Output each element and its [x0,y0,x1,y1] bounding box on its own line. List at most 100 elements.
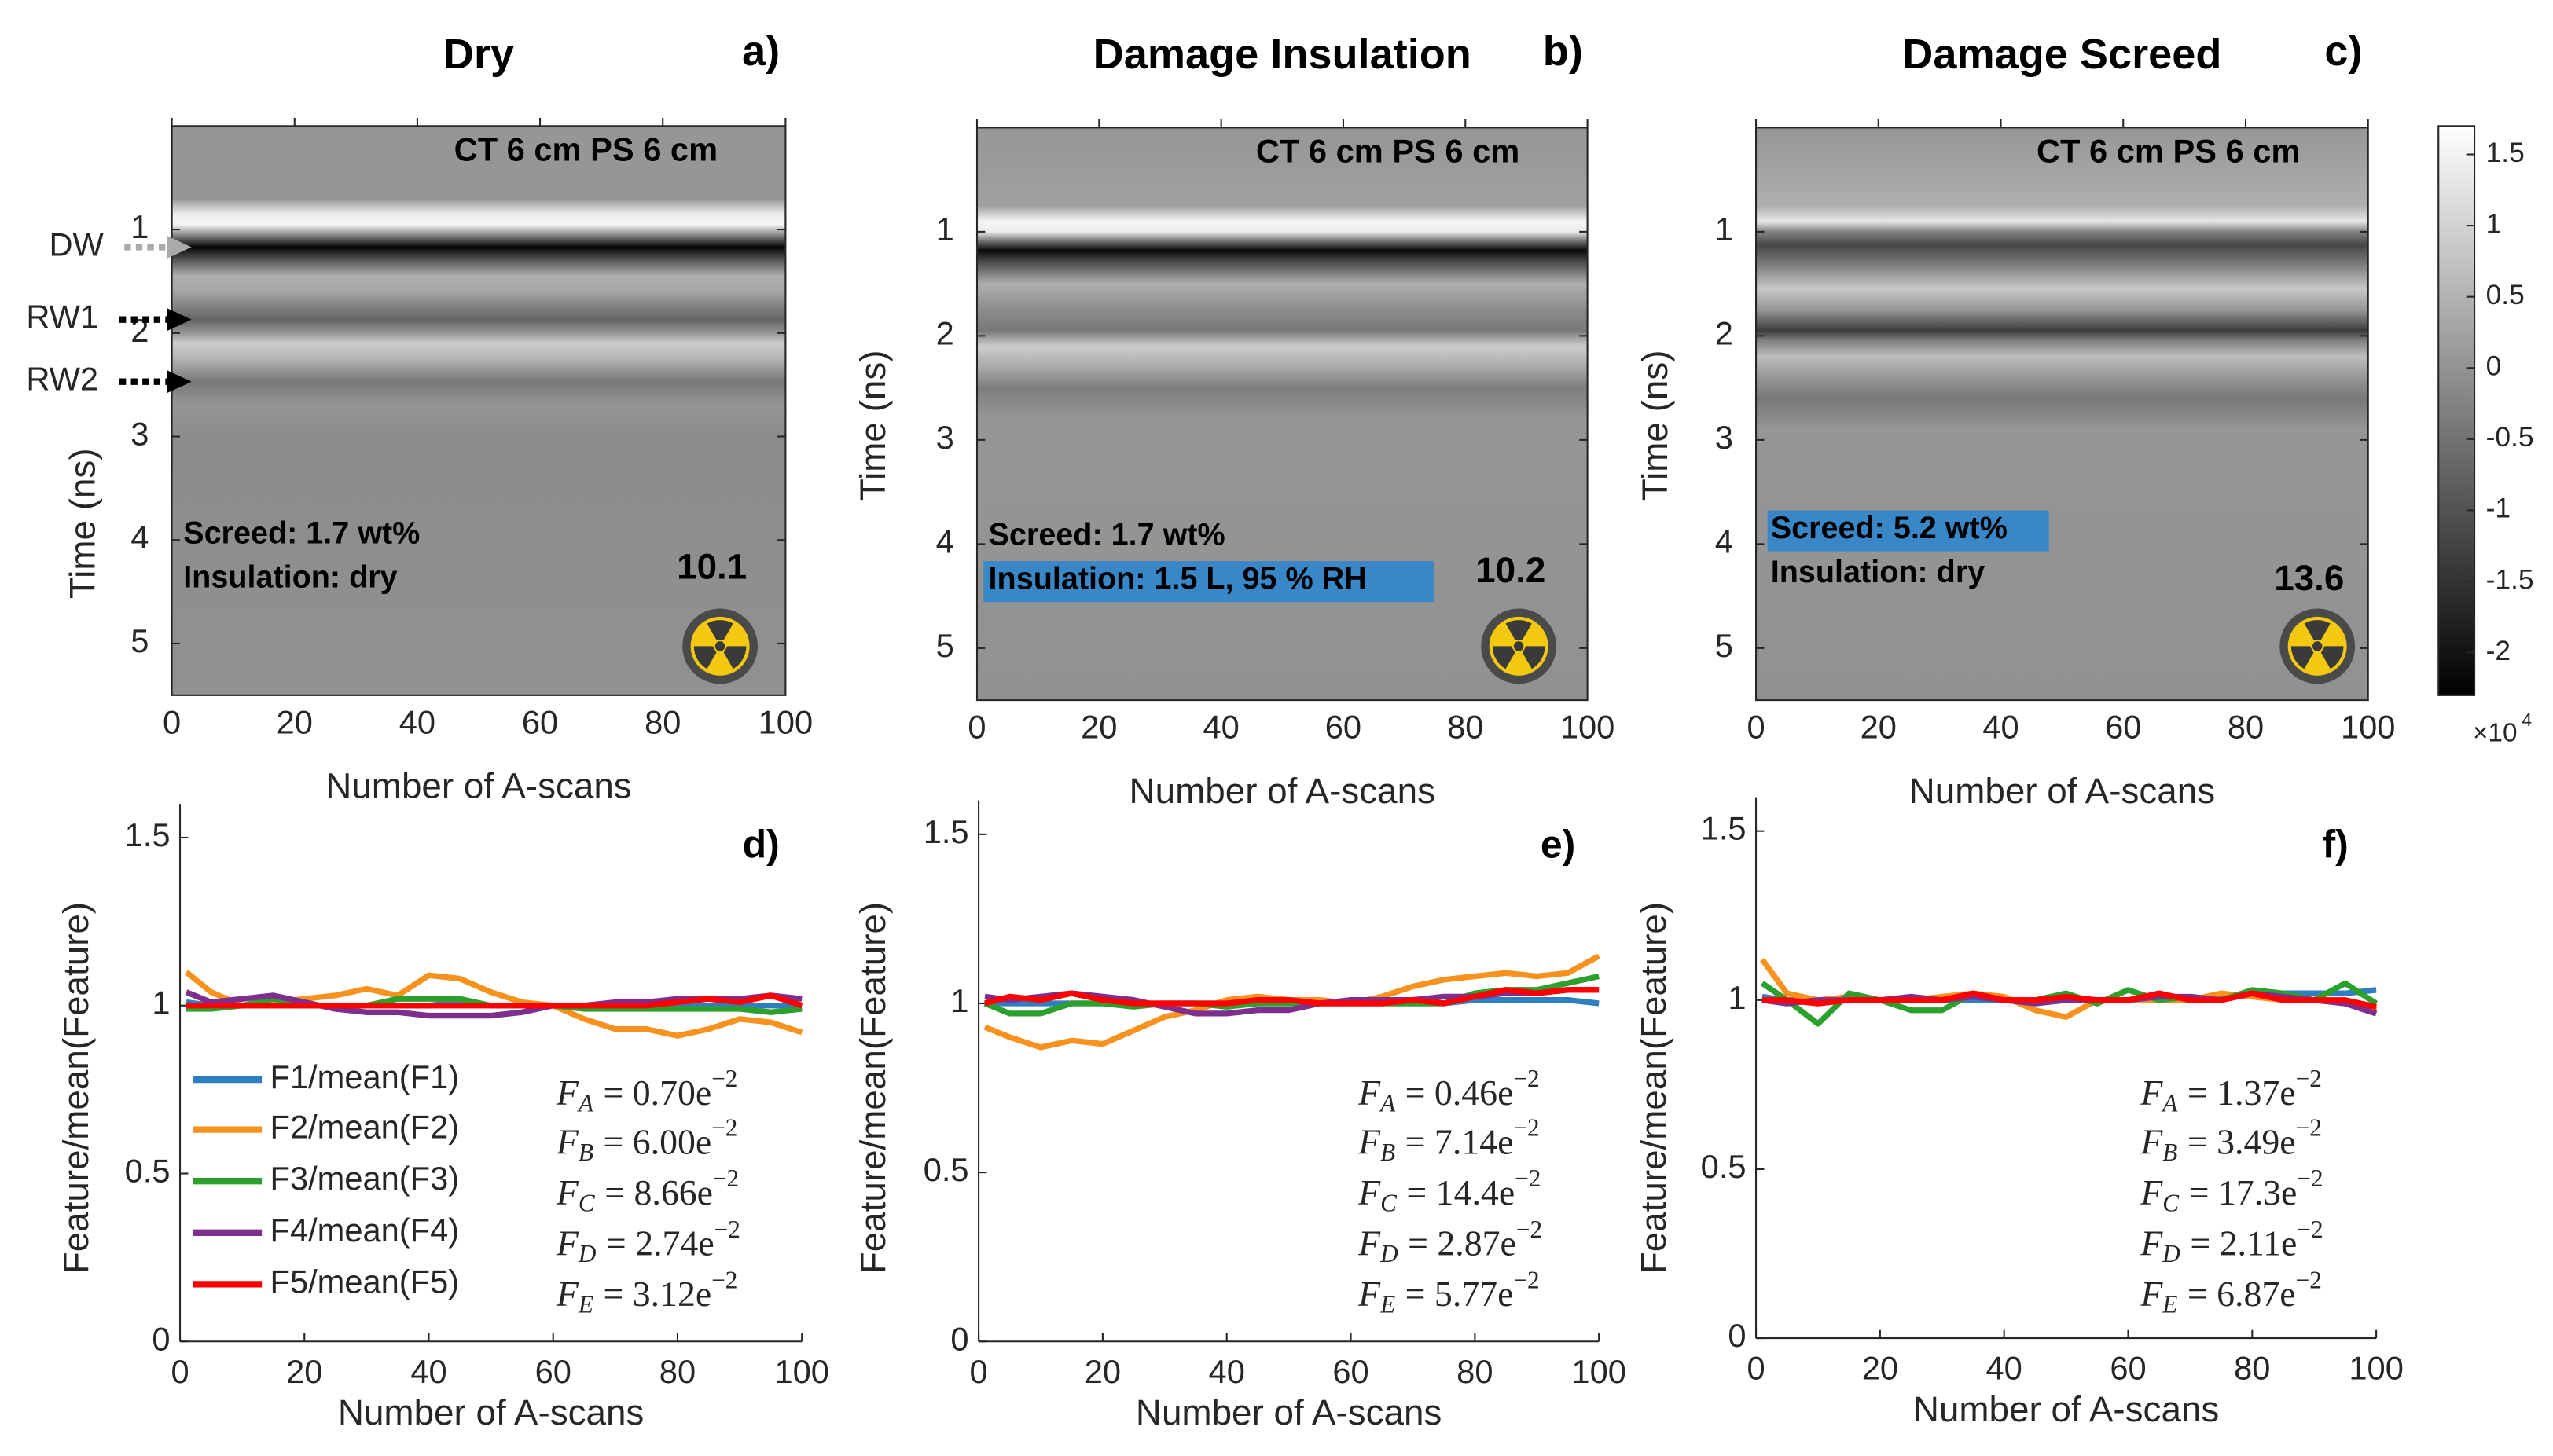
coef-symbol: F [1357,1274,1381,1314]
coef-symbol: F [1357,1072,1381,1112]
coef-value: = 2.74e [606,1223,714,1263]
legend-label: F3/mean(F3) [270,1160,460,1197]
highlight-box [983,561,1434,603]
x-axis-label: Number of A-scans [1909,771,2215,811]
bscan-panel-b: 1 2 3 4 5 0 20 40 60 80 100 Number of A-scans Time (… [853,28,1614,811]
coef-symbol: F [556,1072,579,1112]
panel-title: Damage Insulation [1093,31,1471,78]
panel-letter: d) [743,823,780,867]
marker-arrowhead [167,308,192,332]
coef-exponent: −2 [2297,1164,2323,1192]
coef-value: = 3.49e [2187,1121,2296,1161]
x-tick-label: 80 [2228,709,2264,746]
y-tick-label: 0.5 [1701,1148,1747,1185]
y-tick-label: 3 [936,419,954,456]
insulation-state-label: Insulation: 1.5 L, 95 % RH [989,562,1367,596]
legend-label: F5/mean(F5) [270,1263,460,1300]
radiation-icon [682,608,758,684]
coef-subscript: D [1379,1240,1398,1267]
radiation-icon-blade [2290,646,2314,669]
bscan-image [171,125,787,696]
x-tick-label: 20 [1861,709,1897,746]
coef-exponent: −2 [1513,1065,1539,1092]
coef-value: = 0.70e [603,1072,711,1112]
x-tick-label: 40 [1986,1350,2022,1387]
screed-moisture-label: Screed: 1.7 wt% [183,515,420,550]
x-tick-label: 60 [2105,709,2141,746]
coef-symbol: F [1357,1223,1381,1263]
colorbar-tick-label: -0.5 [2486,422,2534,453]
marker-arrowhead [167,235,192,259]
feature-coefficient: FA = 0.46e−2 [1357,1065,1540,1117]
series-line-f5 [983,987,1600,1007]
x-tick-label: 20 [277,703,313,740]
x-tick-label: 80 [645,703,681,740]
radiation-icon-blade [707,620,733,640]
y-axis-label: Time (ns) [853,350,893,501]
x-axis-label: Number of A-scans [325,766,631,806]
panel-letter: f) [2322,823,2348,867]
coef-subscript: B [579,1139,593,1166]
y-tick-label: 3 [1715,419,1733,456]
feature-coefficient: FC = 17.3e−2 [2140,1164,2323,1216]
coef-symbol: F [556,1274,579,1314]
panel-title: Dry [443,31,514,78]
feature-coefficient: FE = 6.87e−2 [2140,1266,2322,1318]
y-tick-label: 1 [1728,979,1746,1016]
feature-coefficient: FD = 2.87e−2 [1357,1216,1542,1267]
setup-label: CT 6 cm PS 6 cm [454,131,718,168]
radiation-icon-center [714,641,725,651]
colorbar-tick-label: 1.5 [2486,138,2525,168]
feature-coefficient: FA = 1.37e−2 [2140,1065,2322,1117]
colorbar-tick-label: -2 [2486,636,2511,666]
x-tick-label: 0 [171,1353,189,1390]
feature-coefficient: FC = 8.66e−2 [556,1164,739,1216]
y-tick-label: 0.5 [125,1153,171,1190]
coef-value: = 8.66e [604,1172,713,1212]
x-tick-label: 0 [1747,709,1765,746]
colorbar-multiplier: ×10 [2473,719,2517,748]
coef-subscript: B [1380,1139,1395,1166]
y-tick-label: 1 [130,208,149,245]
x-axis-label: Number of A-scans [1130,771,1435,811]
feature-coefficient: FB = 6.00e−2 [556,1114,738,1166]
colorbar-tick-label: -1 [2486,493,2511,524]
y-tick-label: 1.5 [125,816,171,853]
radiation-icon-blade [1505,620,1532,640]
insulation-state-label: Insulation: dry [183,559,397,594]
series-line-f5 [1761,990,2377,1010]
feature-coefficient: FC = 14.4e−2 [1357,1164,1541,1216]
dielectric-value: 10.1 [677,547,747,587]
series-line-f5 [186,992,803,1009]
x-tick-label: 20 [286,1353,322,1390]
coef-exponent: −2 [711,1266,737,1293]
y-tick-label: 5 [1715,627,1733,664]
x-tick-label: 40 [1982,709,2019,746]
coef-value: = 1.37e [2187,1072,2296,1112]
y-tick-label: 2 [936,314,954,351]
coef-subscript: A [2161,1090,2178,1117]
panel-letter: b) [1543,28,1583,75]
y-tick-label: 0 [152,1320,170,1357]
coef-value: = 17.3e [2189,1172,2298,1212]
coef-exponent: −2 [711,1114,737,1142]
coef-value: = 7.14e [1405,1121,1514,1161]
coef-symbol: F [2140,1223,2163,1263]
coef-exponent: −2 [1515,1164,1541,1192]
marker-label: DW [49,226,104,262]
screed-moisture-label: Screed: 1.7 wt% [989,517,1225,552]
panel-title: Damage Screed [1902,31,2221,78]
x-tick-label: 100 [774,1353,828,1390]
feature-coefficient: FE = 3.12e−2 [556,1266,738,1318]
x-tick-label: 60 [1332,1353,1368,1390]
x-tick-label: 60 [2110,1350,2146,1387]
feature-coefficient: FD = 2.11e−2 [2140,1216,2323,1267]
x-tick-label: 20 [1081,709,1117,746]
coef-value: = 6.87e [2187,1274,2296,1314]
legend-label: F1/mean(F1) [270,1058,460,1095]
dielectric-value: 10.2 [1475,550,1545,590]
x-tick-label: 100 [1560,709,1614,746]
y-tick-label: 2 [1715,314,1733,351]
